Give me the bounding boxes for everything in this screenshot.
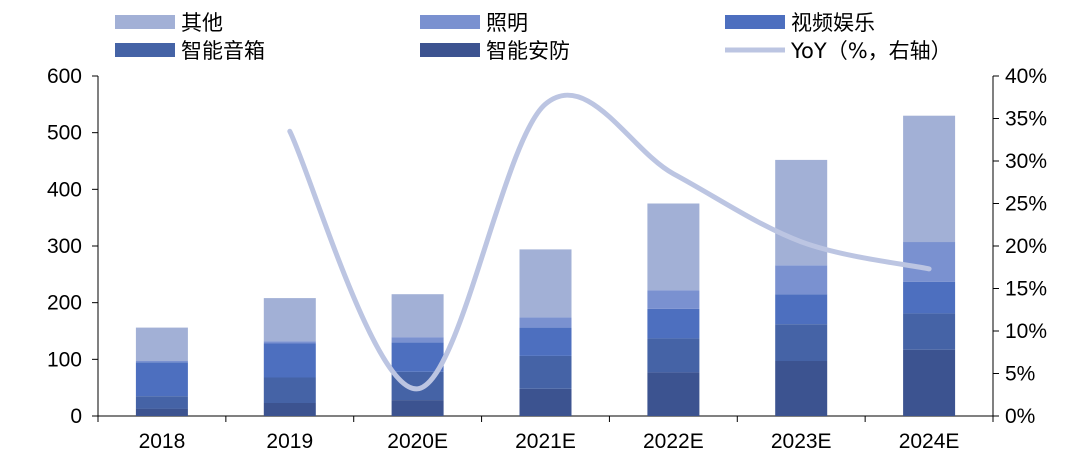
bar-segment: [519, 388, 572, 416]
right-tick-label: 40%: [1005, 65, 1047, 88]
x-tick-label: 2020E: [387, 430, 448, 453]
bar-segment: [903, 349, 956, 416]
x-tick-label: 2022E: [643, 430, 704, 453]
legend-label: 视频娱乐: [791, 11, 875, 35]
legend-label: 智能音箱: [181, 39, 265, 63]
left-axis-ticks: 0 100 200 300 400 500 600: [47, 65, 98, 428]
legend-swatch: [420, 15, 480, 29]
right-tick-label: 0%: [1005, 405, 1035, 428]
legend-swatch: [725, 15, 785, 29]
left-tick-label: 0: [70, 405, 82, 428]
right-tick-label: 5%: [1005, 363, 1035, 386]
bar-segment: [519, 355, 572, 389]
yoy-line: [287, 92, 932, 392]
bar-segment: [519, 327, 572, 356]
left-tick-label: 500: [47, 122, 82, 145]
x-tick-label: 2019: [266, 430, 313, 453]
bar-segment: [775, 361, 828, 416]
bar-segment: [263, 403, 316, 416]
bar-segment: [391, 337, 444, 343]
left-tick-label: 600: [47, 65, 82, 88]
x-axis-ticks: 2018 2019 2020E 2021E 2022E 2023E 2024E: [97, 416, 994, 453]
bar-segment: [263, 298, 316, 342]
bar-segment: [263, 377, 316, 403]
bar-segment: [519, 317, 572, 328]
bar-segment: [391, 294, 444, 338]
bar-segment: [903, 281, 956, 314]
bar-segment: [647, 203, 700, 291]
bar-segment: [647, 308, 700, 339]
x-tick-label: 2023E: [771, 430, 832, 453]
bar-segment: [647, 290, 700, 309]
legend-label: 其他: [181, 11, 223, 35]
right-tick-label: 20%: [1005, 235, 1047, 258]
bar-segment: [391, 400, 444, 416]
bars: [135, 115, 956, 416]
right-tick-label: 35%: [1005, 108, 1047, 131]
legend-swatch: [420, 43, 480, 57]
legend-label: 照明: [486, 11, 528, 35]
yoy-line-layer: [287, 92, 932, 392]
bar-segment: [647, 338, 700, 373]
left-tick-label: 100: [47, 348, 82, 371]
bar-segment: [903, 115, 956, 243]
right-tick-label: 30%: [1005, 150, 1047, 173]
right-tick-label: 15%: [1005, 278, 1047, 301]
legend-swatch: [115, 15, 175, 29]
right-tick-label: 25%: [1005, 193, 1047, 216]
x-tick-label: 2021E: [515, 430, 576, 453]
bar-segment: [135, 408, 188, 416]
bar-segment: [135, 361, 188, 363]
right-axis-ticks: 0% 5% 10% 15% 20% 25% 30% 35% 40%: [993, 65, 1047, 428]
x-tick-label: 2018: [139, 430, 186, 453]
bar-segment: [135, 396, 188, 409]
left-tick-label: 200: [47, 292, 82, 315]
bar-segment: [135, 362, 188, 397]
legend-label: 智能安防: [486, 39, 570, 63]
bar-segment: [391, 342, 444, 372]
bar-segment: [263, 341, 316, 344]
left-tick-label: 400: [47, 178, 82, 201]
bar-segment: [775, 294, 828, 325]
bar-segment: [775, 324, 828, 361]
bar-segment: [135, 327, 188, 361]
legend-label: YoY（%，右轴）: [790, 39, 952, 63]
bar-segment: [647, 372, 700, 416]
x-tick-label: 2024E: [899, 430, 960, 453]
bar-segment: [263, 343, 316, 378]
legend-swatch: [115, 43, 175, 57]
bar-segment: [903, 242, 956, 282]
bar-segment: [519, 249, 572, 318]
right-tick-label: 10%: [1005, 320, 1047, 343]
left-tick-label: 300: [47, 235, 82, 258]
bar-segment: [903, 313, 956, 350]
bar-segment: [775, 265, 828, 295]
